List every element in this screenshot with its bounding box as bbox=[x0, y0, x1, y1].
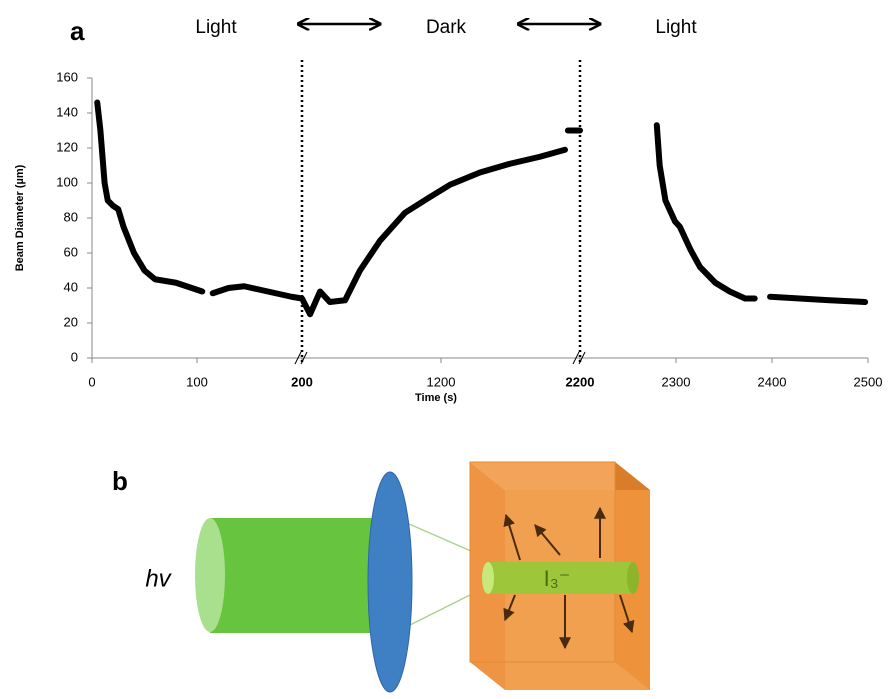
annotation: Light bbox=[655, 17, 697, 38]
panel-label: b bbox=[112, 466, 128, 496]
page: a Light Dark Light Beam Diameter (µm) Ti… bbox=[0, 0, 890, 699]
y-axis-label: Beam Diameter (µm) bbox=[14, 164, 26, 271]
y-tick-label: 0 bbox=[71, 349, 78, 364]
ion-label: I₃⁻ bbox=[544, 566, 571, 591]
x-tick-label: 2200 bbox=[566, 374, 595, 389]
y-tick-label: 60 bbox=[64, 244, 78, 259]
x-tick-label: 2300 bbox=[662, 374, 691, 389]
x-tick-label: 1200 bbox=[427, 374, 456, 389]
x-tick-label: 200 bbox=[291, 374, 313, 389]
y-tick-label: 20 bbox=[64, 314, 78, 329]
lens bbox=[368, 472, 412, 692]
x-axis-label: Time (s) bbox=[415, 392, 457, 404]
rod-end bbox=[627, 562, 639, 594]
beam-face bbox=[195, 518, 225, 632]
annotation: Light bbox=[195, 17, 237, 38]
beam-edge bbox=[400, 520, 480, 555]
annotation: Dark bbox=[426, 17, 467, 38]
y-tick-label: 100 bbox=[56, 174, 78, 189]
beam-cylinder bbox=[210, 518, 390, 633]
x-tick-label: 2500 bbox=[854, 374, 883, 389]
panel-label: a bbox=[70, 16, 85, 46]
y-tick-label: 120 bbox=[56, 139, 78, 154]
rod-face bbox=[482, 562, 494, 594]
light-label: hv bbox=[145, 565, 172, 592]
x-tick-label: 100 bbox=[186, 374, 208, 389]
x-tick-label: 0 bbox=[88, 374, 95, 389]
y-tick-label: 140 bbox=[56, 104, 78, 119]
x-tick-label: 2400 bbox=[758, 374, 787, 389]
figure: a Light Dark Light Beam Diameter (µm) Ti… bbox=[0, 0, 890, 694]
y-tick-label: 40 bbox=[64, 279, 78, 294]
y-tick-label: 80 bbox=[64, 209, 78, 224]
y-tick-label: 160 bbox=[56, 69, 78, 84]
data-line bbox=[97, 103, 865, 315]
